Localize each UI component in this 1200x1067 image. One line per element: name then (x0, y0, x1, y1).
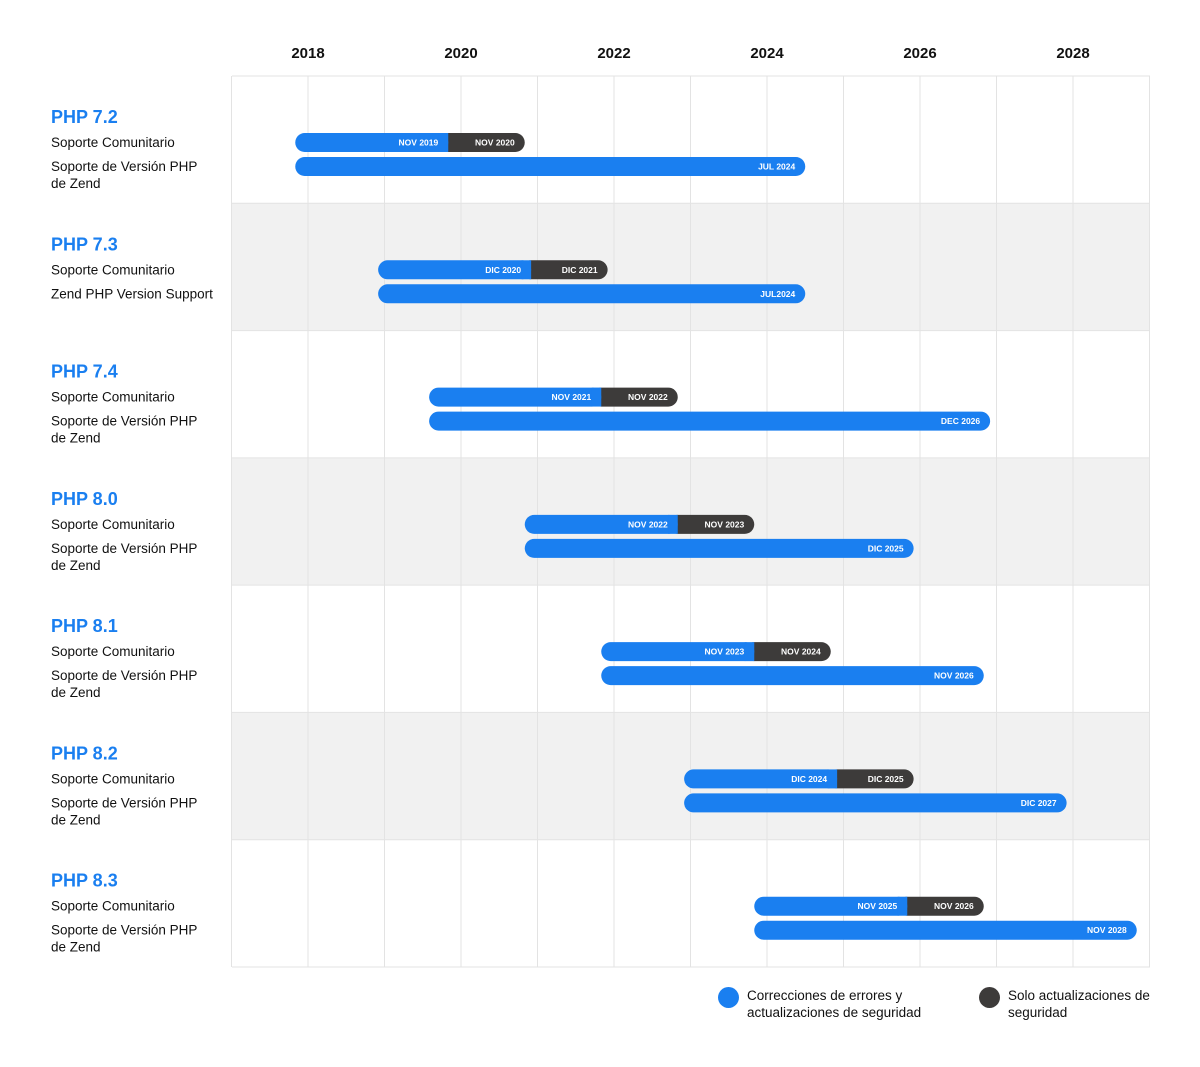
version-label: PHP 8.1 (51, 616, 118, 636)
row-label: de Zend (51, 685, 101, 700)
row-label: Soporte Comunitario (51, 262, 175, 277)
bar-end-label: NOV 2025 (858, 901, 898, 911)
legend-bugfix-label: Correcciones de errores y actualizacione… (747, 988, 922, 1020)
row-label: Soporte de Versión PHP (51, 414, 197, 429)
version-label: PHP 7.3 (51, 234, 118, 254)
bugfix-bar (524, 514, 678, 534)
bugfix-bar (378, 260, 532, 280)
legend-security-swatch (979, 987, 1000, 1008)
version-label: PHP 7.4 (51, 362, 118, 382)
bar-end-label: DIC 2024 (791, 774, 827, 784)
bar-end-label: NOV 2026 (934, 671, 974, 681)
legend-bugfix-swatch (718, 987, 739, 1008)
row-label: de Zend (51, 558, 101, 573)
security-bar (668, 514, 755, 534)
bar-end-label: JUL2024 (760, 289, 795, 299)
row-label: de Zend (51, 940, 101, 955)
security-bar (521, 260, 608, 280)
bar-end-label: NOV 2019 (399, 138, 439, 148)
row-label: de Zend (51, 431, 101, 446)
bugfix-bar (295, 133, 449, 152)
bugfix-bar-edge (521, 260, 532, 280)
row-label: Soporte Comunitario (51, 390, 175, 405)
bar-end-label: NOV 2023 (705, 647, 745, 657)
bar-end-label: DIC 2027 (1021, 798, 1057, 808)
row-label: Soporte Comunitario (51, 899, 175, 914)
bar-end-label: DIC 2025 (868, 774, 904, 784)
row-label: Soporte de Versión PHP (51, 923, 197, 938)
bugfix-bar-edge (591, 387, 602, 407)
bugfix-bar (601, 666, 984, 686)
x-tick-label: 2018 (291, 45, 324, 62)
row-label: Soporte de Versión PHP (51, 159, 197, 174)
security-bar (827, 769, 914, 789)
bugfix-bar (429, 411, 991, 431)
version-label: PHP 8.0 (51, 489, 118, 509)
bar-end-label: NOV 2028 (1087, 925, 1127, 935)
bar-end-label: JUL 2024 (758, 162, 795, 172)
bar-end-label: NOV 2026 (934, 901, 974, 911)
legend-security-label: Solo actualizaciones de seguridad (1008, 988, 1150, 1020)
bugfix-bar-edge (744, 642, 755, 662)
bar-end-label: DIC 2021 (562, 265, 598, 275)
x-tick-label: 2026 (903, 45, 936, 62)
row-label: Soporte Comunitario (51, 135, 175, 150)
bar-end-label: NOV 2024 (781, 647, 821, 657)
x-tick-label: 2028 (1056, 45, 1089, 62)
row-label: de Zend (51, 176, 101, 191)
row-label: Soporte de Versión PHP (51, 668, 197, 683)
bugfix-bar (378, 284, 806, 304)
row-label: Soporte Comunitario (51, 644, 175, 659)
bugfix-bar (754, 896, 908, 916)
bugfix-bar (754, 920, 1137, 940)
x-tick-label: 2024 (750, 45, 784, 62)
bar-end-label: DIC 2020 (485, 265, 521, 275)
bugfix-bar (524, 538, 914, 558)
bar-end-label: NOV 2021 (552, 392, 592, 402)
version-label: PHP 8.3 (51, 871, 118, 891)
row-label: Zend PHP Version Support (51, 286, 213, 301)
security-bar (591, 387, 678, 407)
legend-security: Solo actualizaciones de seguridad (979, 987, 1150, 1021)
bar-end-label: DIC 2025 (868, 543, 904, 553)
security-bar (897, 896, 984, 916)
x-tick-label: 2022 (597, 45, 630, 62)
bugfix-bar-edge (668, 514, 678, 534)
legend-bugfix: Correcciones de errores y actualizacione… (718, 987, 921, 1021)
bar-end-label: NOV 2023 (705, 519, 745, 529)
bugfix-bar (684, 793, 1067, 813)
bugfix-bar-edge (897, 896, 908, 916)
bugfix-bar (295, 157, 806, 176)
security-bar (438, 133, 525, 152)
row-label: Soporte de Versión PHP (51, 541, 197, 556)
row-label: Soporte Comunitario (51, 771, 175, 786)
x-tick-label: 2020 (444, 45, 477, 62)
bar-end-label: NOV 2022 (628, 392, 668, 402)
bugfix-bar-edge (438, 133, 449, 152)
bar-end-label: NOV 2020 (475, 138, 515, 148)
row-label: Soporte Comunitario (51, 517, 175, 532)
bar-end-label: DEC 2026 (941, 416, 980, 426)
row-label: de Zend (51, 812, 101, 827)
bugfix-bar (601, 642, 755, 662)
row-label: Soporte de Versión PHP (51, 795, 197, 810)
version-label: PHP 8.2 (51, 743, 118, 763)
security-bar (744, 642, 831, 662)
version-label: PHP 7.2 (51, 107, 118, 127)
bugfix-bar (684, 769, 838, 789)
bar-end-label: NOV 2022 (628, 519, 668, 529)
bugfix-bar (429, 387, 602, 407)
bugfix-bar-edge (827, 769, 838, 789)
